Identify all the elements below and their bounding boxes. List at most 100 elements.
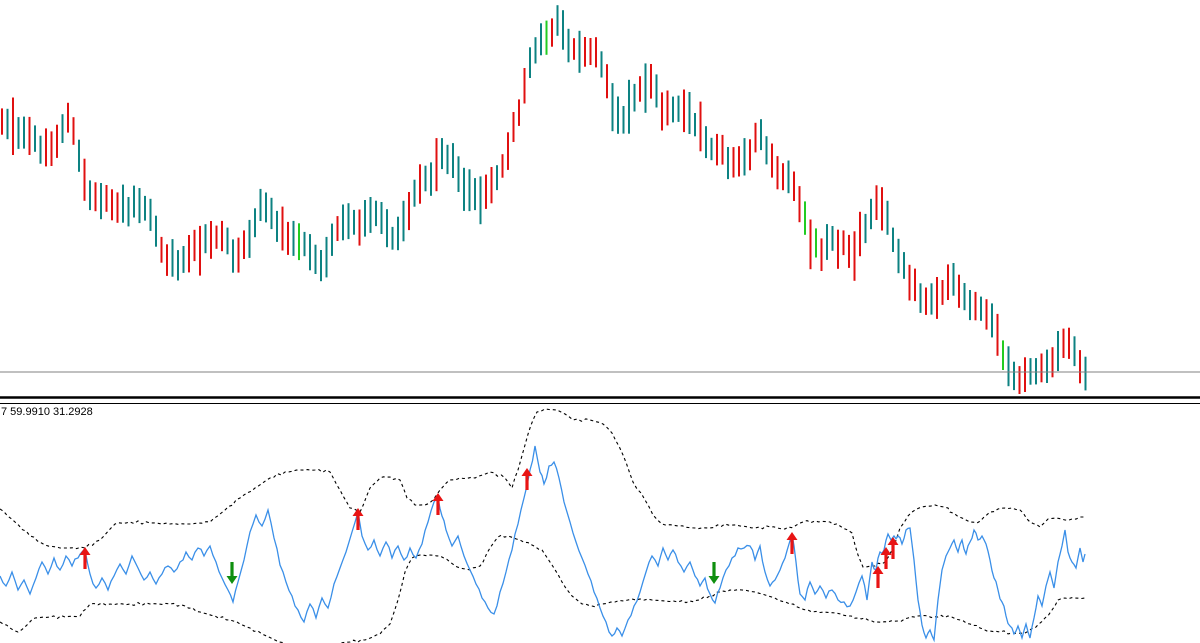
price-bar xyxy=(1024,357,1026,392)
price-bar xyxy=(699,101,702,152)
price-bar xyxy=(776,156,779,190)
price-bar xyxy=(716,133,718,166)
price-bar xyxy=(1035,358,1037,385)
price-bar xyxy=(947,264,949,300)
sell-arrow-icon xyxy=(786,532,798,554)
price-bar xyxy=(1084,356,1087,391)
price-bar xyxy=(512,112,515,142)
price-bar xyxy=(1051,347,1054,378)
price-bar xyxy=(188,235,190,273)
price-bar xyxy=(83,158,86,201)
price-bar xyxy=(111,189,113,221)
price-bar xyxy=(892,227,894,252)
price-bar xyxy=(325,236,328,278)
price-bar xyxy=(226,227,229,255)
price-bar xyxy=(441,138,443,170)
price-bar xyxy=(490,167,493,204)
price-bar xyxy=(919,283,922,313)
indicator-line xyxy=(0,445,1086,643)
price-bar xyxy=(320,250,322,282)
price-bar xyxy=(1002,340,1004,370)
price-bar xyxy=(969,290,971,321)
price-bar xyxy=(727,147,729,180)
price-bar xyxy=(501,154,504,178)
price-bar xyxy=(534,37,537,64)
price-bar xyxy=(144,195,146,221)
price-bar xyxy=(39,135,42,164)
sell-arrow-icon xyxy=(880,547,892,569)
price-bar xyxy=(864,213,867,244)
price-bar xyxy=(804,201,806,235)
price-bar xyxy=(633,83,636,112)
price-bar xyxy=(298,223,300,261)
price-bar xyxy=(710,137,713,161)
price-bar xyxy=(974,291,977,321)
price-bar xyxy=(138,188,141,224)
price-bars xyxy=(1,5,1087,394)
price-bar xyxy=(738,146,740,177)
price-bar xyxy=(606,64,608,99)
price-bar xyxy=(160,236,163,263)
price-bar xyxy=(303,231,306,257)
price-bar xyxy=(798,186,801,223)
price-bar xyxy=(666,90,669,126)
price-bar xyxy=(985,299,988,330)
price-bar xyxy=(474,178,476,211)
price-bar xyxy=(457,156,460,192)
price-bar xyxy=(848,234,850,268)
price-bar xyxy=(171,239,174,277)
price-bar xyxy=(391,226,394,250)
price-bar xyxy=(562,10,564,50)
price-bar xyxy=(413,179,416,207)
price-bar xyxy=(375,200,377,227)
buy-arrow-icon xyxy=(226,562,238,584)
price-bar xyxy=(837,229,839,269)
price-bar xyxy=(820,238,823,271)
price-bar xyxy=(28,116,31,155)
price-bar xyxy=(617,96,619,134)
price-bar xyxy=(556,5,559,36)
sell-signals xyxy=(79,468,899,588)
price-bar xyxy=(573,38,575,60)
price-bar xyxy=(1073,336,1076,367)
price-bar xyxy=(897,238,900,274)
price-bar xyxy=(875,185,878,220)
price-bar xyxy=(1062,328,1065,358)
price-bar xyxy=(886,200,889,235)
price-bar xyxy=(232,239,234,273)
buy-signals xyxy=(226,562,720,584)
price-bar xyxy=(941,280,944,305)
price-bar xyxy=(639,76,641,102)
price-bar xyxy=(127,197,130,227)
price-bar xyxy=(358,209,361,246)
price-bar xyxy=(600,51,603,78)
price-bar xyxy=(1,108,3,135)
buy-arrow-icon xyxy=(708,562,720,584)
price-bar xyxy=(386,209,388,248)
price-bar xyxy=(754,122,757,153)
sell-arrow-icon xyxy=(352,508,364,530)
price-bar xyxy=(402,200,405,242)
price-bar xyxy=(446,144,449,175)
price-bar xyxy=(567,28,570,63)
sell-arrow-icon xyxy=(432,493,444,515)
price-bar xyxy=(177,250,179,281)
price-bar xyxy=(149,198,152,231)
price-bar xyxy=(276,210,278,242)
price-bar xyxy=(1040,353,1043,383)
price-bar xyxy=(259,188,262,221)
price-bar xyxy=(221,220,223,252)
price-bar xyxy=(23,116,25,149)
price-bar xyxy=(116,192,119,223)
price-bar xyxy=(419,164,421,204)
price-bar xyxy=(540,23,542,56)
price-bar xyxy=(1079,350,1081,384)
price-bar xyxy=(655,74,658,108)
price-bar xyxy=(782,163,784,191)
price-bar xyxy=(182,246,185,273)
price-bar xyxy=(292,220,295,256)
upper-band xyxy=(0,408,1085,568)
price-bar xyxy=(677,95,680,122)
